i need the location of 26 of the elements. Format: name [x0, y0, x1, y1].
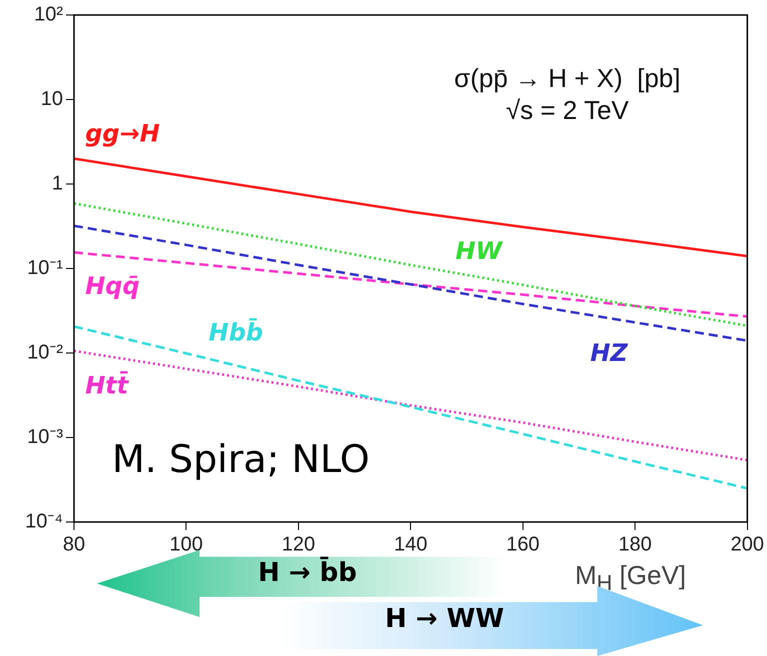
y-tick-label: 10⁻⁴	[25, 510, 63, 533]
series-label: Hbb̄	[208, 317, 264, 347]
text: σ(pp̄ → H + X) [pb]	[454, 63, 680, 93]
x-tick-label: 100	[170, 534, 203, 556]
x-tick-label: 140	[394, 534, 428, 556]
x-tick-label: 80	[62, 534, 86, 556]
y-tick-label: 1	[52, 172, 63, 195]
series-label: HZ	[590, 339, 628, 368]
y-tick-label: 10⁻¹	[27, 257, 64, 280]
series-label: HW	[456, 236, 504, 265]
series-label: Hqq̄	[85, 272, 140, 300]
x-tick-label: 180	[618, 534, 652, 556]
text: √s = 2 TeV	[506, 95, 630, 125]
line-series	[74, 224, 748, 342]
series-label: Htt̄	[85, 370, 130, 400]
x-tick-label: 200	[730, 534, 764, 556]
annotation: M. Spira; NLO	[112, 437, 370, 481]
y-tick-label: 10	[40, 88, 63, 110]
y-tick-label: 10⁻³	[27, 426, 64, 448]
x-tick-label: 120	[282, 534, 316, 556]
text: H → b̄b	[258, 558, 357, 588]
text: H → WW	[385, 604, 504, 634]
y-tick-label: 10⁻²	[27, 342, 64, 364]
y-tick-label: 10²	[34, 4, 64, 26]
x-tick-label: 160	[506, 534, 540, 556]
series-label: gg→H	[85, 119, 160, 148]
